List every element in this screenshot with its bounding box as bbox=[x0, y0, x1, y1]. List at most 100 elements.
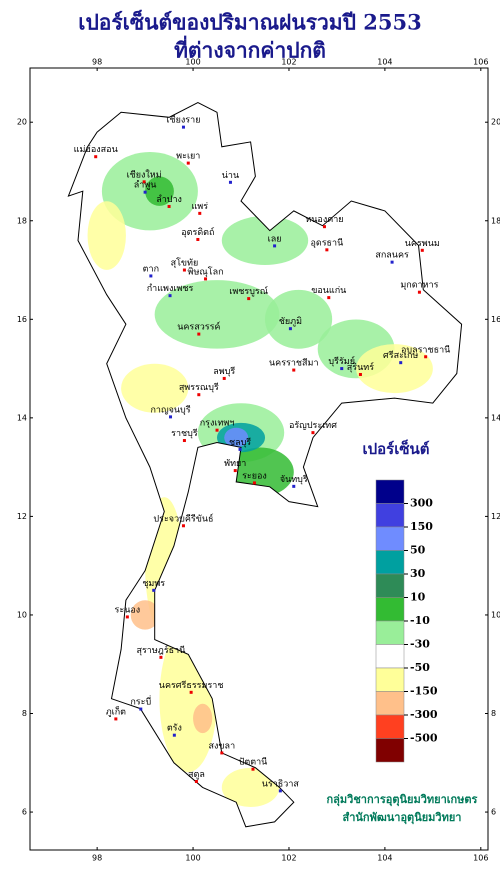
legend-label: 150 bbox=[410, 520, 433, 533]
station bbox=[252, 481, 256, 485]
shade bbox=[221, 767, 280, 808]
province-label: ลพบุรี bbox=[213, 366, 235, 377]
province-label: ตาก bbox=[143, 264, 159, 274]
station bbox=[251, 767, 255, 771]
shade bbox=[121, 363, 189, 413]
legend-label: -150 bbox=[410, 685, 438, 698]
title-line: เปอร์เซ็นต์ของปริมาณฝนรวมปี 2553 bbox=[78, 9, 421, 35]
province-label: อรัญประเทศ bbox=[289, 421, 337, 431]
province-label: เลย bbox=[268, 234, 282, 244]
y-tick-label: 14 bbox=[17, 413, 27, 422]
station bbox=[327, 296, 331, 300]
station bbox=[114, 717, 118, 721]
station bbox=[233, 469, 237, 473]
station bbox=[390, 260, 394, 264]
station bbox=[186, 161, 190, 165]
legend-label: 300 bbox=[410, 497, 433, 510]
rain-shading bbox=[87, 151, 433, 808]
province-label: ภูเก็ต bbox=[106, 704, 126, 717]
station bbox=[220, 751, 224, 755]
province-label: ศรีสะเกษ bbox=[383, 350, 418, 361]
province-label: แพร่ bbox=[191, 202, 208, 212]
station bbox=[417, 290, 421, 294]
station bbox=[152, 588, 156, 592]
province-label: สุโขทัย bbox=[171, 258, 199, 269]
shade bbox=[87, 201, 126, 270]
province-label: ระนอง bbox=[115, 605, 141, 615]
y-tick-label: 12 bbox=[491, 512, 500, 521]
x-tick-label: 98 bbox=[92, 58, 102, 67]
province-label: กาญจนบุรี bbox=[150, 404, 190, 415]
province-label: ลำพูน bbox=[134, 180, 157, 191]
station bbox=[228, 180, 232, 184]
x-tick-label: 106 bbox=[473, 58, 488, 67]
station bbox=[142, 180, 146, 184]
station bbox=[399, 361, 403, 365]
x-tick-label: 104 bbox=[377, 854, 392, 863]
station bbox=[169, 415, 173, 419]
shade bbox=[193, 703, 213, 734]
station bbox=[292, 484, 296, 488]
legend-label: -500 bbox=[410, 732, 438, 745]
province-label: พะเยา bbox=[176, 152, 200, 162]
province-label: พิษณุโลก bbox=[188, 266, 224, 277]
shade bbox=[130, 600, 160, 630]
legend-label: 50 bbox=[410, 544, 426, 557]
station bbox=[238, 447, 242, 451]
province-label: เพชรบูรณ์ bbox=[229, 285, 268, 297]
shade bbox=[264, 289, 333, 349]
station bbox=[311, 431, 315, 435]
shade bbox=[221, 215, 309, 265]
province-label: นครราชสีมา bbox=[269, 358, 318, 369]
province-label: นครสวรรค์ bbox=[177, 321, 220, 333]
x-tick-label: 104 bbox=[377, 58, 392, 67]
legend-swatch bbox=[375, 597, 405, 622]
station bbox=[143, 190, 147, 194]
station bbox=[168, 294, 172, 298]
province-label: จันทบุรี bbox=[280, 474, 308, 485]
station bbox=[182, 439, 186, 443]
y-tick-label: 8 bbox=[22, 709, 27, 718]
province-label: นครศรีธรรมราช bbox=[159, 680, 224, 691]
province-label: สุพรรณบุรี bbox=[179, 382, 219, 393]
station bbox=[340, 367, 344, 371]
legend-swatch bbox=[375, 550, 405, 575]
province-label: เชียงใหม่ bbox=[127, 169, 162, 180]
title-line: ที่ต่างจากค่าปกติ bbox=[174, 35, 326, 63]
x-tick-label: 100 bbox=[185, 854, 200, 863]
station bbox=[189, 690, 193, 694]
station bbox=[125, 615, 129, 619]
legend-swatch bbox=[375, 644, 405, 669]
legend-swatch bbox=[375, 479, 405, 504]
station bbox=[222, 376, 226, 380]
station bbox=[94, 155, 98, 159]
province-label: ตรัง bbox=[167, 724, 182, 734]
province-label: หนองคาย bbox=[305, 215, 343, 225]
y-tick-label: 12 bbox=[17, 512, 27, 521]
legend-label: -300 bbox=[410, 708, 438, 721]
station bbox=[278, 789, 282, 793]
border bbox=[67, 101, 463, 828]
station bbox=[420, 248, 424, 252]
station bbox=[204, 277, 208, 281]
x-tick-label: 102 bbox=[281, 58, 296, 67]
y-tick-label: 10 bbox=[17, 610, 27, 619]
station bbox=[181, 125, 185, 129]
province-label: กระบี่ bbox=[130, 695, 151, 708]
shade bbox=[224, 427, 249, 448]
province-label: ลำปาง bbox=[156, 194, 182, 205]
x-tick-label: 106 bbox=[473, 854, 488, 863]
y-tick-label: 20 bbox=[491, 118, 500, 127]
y-tick-label: 8 bbox=[491, 709, 496, 718]
legend-label: -10 bbox=[410, 614, 430, 627]
y-tick-label: 16 bbox=[17, 315, 27, 324]
legend-swatch bbox=[375, 573, 405, 598]
province-label: กรุงเทพฯ bbox=[200, 419, 235, 429]
y-tick-label: 18 bbox=[17, 216, 27, 225]
legend-swatch bbox=[375, 526, 405, 551]
province-label: สกลนคร bbox=[375, 251, 409, 261]
province-label: บุรีรัมย์ bbox=[328, 355, 355, 367]
station bbox=[322, 225, 326, 229]
station bbox=[197, 393, 201, 397]
